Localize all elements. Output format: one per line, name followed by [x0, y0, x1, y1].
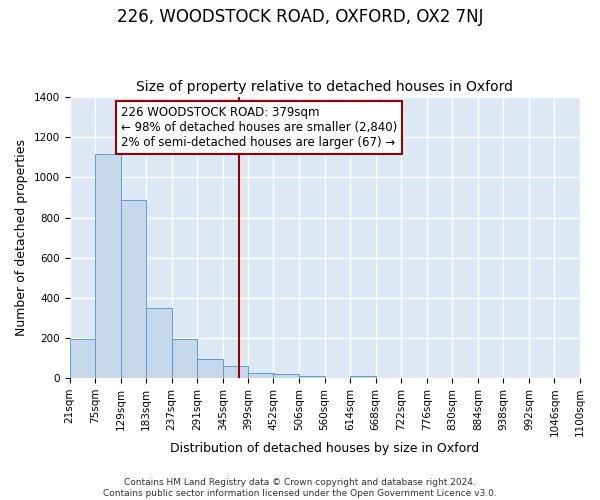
Text: 226, WOODSTOCK ROAD, OXFORD, OX2 7NJ: 226, WOODSTOCK ROAD, OXFORD, OX2 7NJ: [117, 8, 483, 26]
X-axis label: Distribution of detached houses by size in Oxford: Distribution of detached houses by size …: [170, 442, 479, 455]
Bar: [146, 308, 172, 378]
Title: Size of property relative to detached houses in Oxford: Size of property relative to detached ho…: [136, 80, 513, 94]
Bar: [172, 339, 197, 378]
Bar: [274, 374, 299, 378]
Bar: [350, 376, 376, 378]
Bar: [70, 339, 95, 378]
Bar: [223, 366, 248, 378]
Bar: [95, 154, 121, 378]
Y-axis label: Number of detached properties: Number of detached properties: [15, 139, 28, 336]
Bar: [248, 373, 274, 378]
Bar: [299, 376, 325, 378]
Text: 226 WOODSTOCK ROAD: 379sqm
← 98% of detached houses are smaller (2,840)
2% of se: 226 WOODSTOCK ROAD: 379sqm ← 98% of deta…: [121, 106, 397, 149]
Bar: [197, 359, 223, 378]
Bar: [121, 200, 146, 378]
Text: Contains HM Land Registry data © Crown copyright and database right 2024.
Contai: Contains HM Land Registry data © Crown c…: [103, 478, 497, 498]
